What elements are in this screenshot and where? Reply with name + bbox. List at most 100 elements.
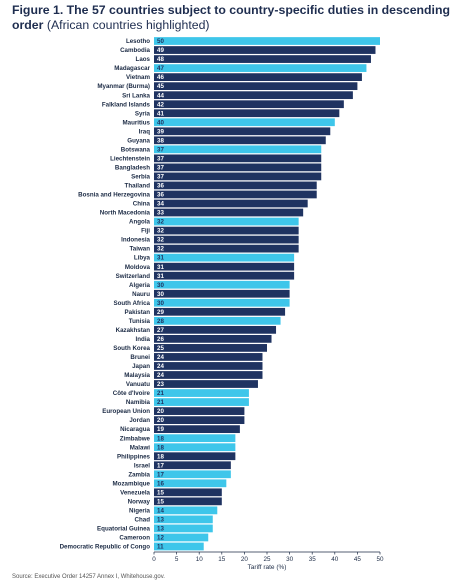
x-ticks-group: 0 5 10 15 20 25 30 35 40 45 50 — [152, 552, 384, 563]
bar-14 — [154, 163, 322, 172]
category-label-1: Cambodia — [120, 47, 150, 54]
bar-37 — [154, 371, 263, 379]
value-label-30: 29 — [157, 309, 164, 316]
value-label-51: 15 — [157, 498, 164, 505]
category-label-9: Mauritius — [122, 119, 150, 126]
value-label-42: 20 — [157, 417, 164, 424]
value-label-7: 42 — [157, 101, 164, 108]
value-label-48: 17 — [157, 471, 164, 478]
category-label-21: Fiji — [141, 228, 150, 235]
bar-12 — [154, 145, 322, 154]
bar-6 — [154, 91, 353, 100]
category-label-55: Cameroon — [119, 535, 150, 542]
category-label-12: Botswana — [121, 146, 151, 153]
source-note: Source: Executive Order 14257 Annex I, W… — [12, 574, 165, 580]
value-label-8: 41 — [157, 110, 164, 117]
chart-title-main: Figure 1. The 57 countries subject to co… — [12, 3, 450, 32]
bar-10 — [154, 127, 331, 136]
value-label-21: 32 — [157, 228, 164, 235]
bar-46 — [154, 452, 236, 461]
value-label-37: 24 — [157, 372, 164, 379]
value-label-35: 24 — [157, 354, 164, 361]
category-label-17: Bosnia and Herzegovina — [78, 192, 150, 199]
category-label-52: Nigeria — [129, 507, 151, 514]
value-label-19: 33 — [157, 210, 164, 217]
value-label-49: 16 — [157, 480, 164, 487]
value-label-16: 36 — [157, 183, 164, 190]
bar-24 — [154, 253, 295, 262]
value-label-12: 37 — [157, 146, 164, 153]
value-label-43: 19 — [157, 426, 164, 433]
value-label-46: 18 — [157, 453, 164, 460]
bar-56 — [154, 542, 204, 551]
bar-18 — [154, 199, 308, 208]
bar-40 — [154, 398, 249, 406]
bar-52 — [154, 506, 218, 515]
bar-2 — [154, 55, 371, 63]
chart-title-subtitle: (African countries highlighted) — [43, 17, 210, 32]
value-label-41: 20 — [157, 408, 164, 415]
value-label-6: 44 — [157, 92, 164, 99]
category-label-42: Jordan — [129, 417, 150, 424]
value-label-40: 21 — [157, 399, 164, 406]
category-label-22: Indonesia — [121, 237, 150, 244]
x-tick-label-7: 35 — [309, 556, 317, 563]
bar-30 — [154, 307, 286, 316]
category-label-53: Chad — [135, 517, 151, 524]
value-label-1: 49 — [157, 47, 164, 54]
value-label-32: 27 — [157, 327, 164, 334]
category-label-41: European Union — [102, 408, 150, 415]
bar-16 — [154, 181, 317, 190]
category-label-50: Venezuela — [120, 489, 150, 496]
value-label-15: 37 — [157, 174, 164, 181]
category-label-43: Nicaragua — [120, 426, 150, 433]
category-label-5: Myanmar (Burma) — [97, 83, 150, 90]
value-label-26: 31 — [157, 273, 164, 280]
category-label-23: Taiwan — [129, 246, 150, 253]
category-label-10: Iraq — [139, 128, 151, 135]
bar-29 — [154, 298, 290, 307]
bar-25 — [154, 262, 295, 271]
value-label-34: 25 — [157, 345, 164, 352]
bar-7 — [154, 100, 344, 109]
category-label-6: Sri Lanka — [122, 92, 150, 99]
value-label-56: 11 — [157, 544, 164, 551]
x-tick-label-2: 10 — [196, 556, 204, 563]
value-label-25: 31 — [157, 264, 164, 271]
category-label-14: Bangladesh — [115, 164, 150, 171]
value-label-14: 37 — [157, 164, 164, 171]
bar-43 — [154, 425, 240, 434]
x-tick-label-0: 0 — [152, 556, 156, 563]
bar-19 — [154, 208, 304, 217]
value-labels-group: 50 49 48 47 46 45 44 42 41 40 39 38 37 37 37 37 36 36 34 33… — [157, 38, 164, 550]
bar-9 — [154, 118, 335, 127]
bar-45 — [154, 443, 236, 452]
value-label-36: 24 — [157, 363, 164, 370]
bar-0 — [154, 37, 380, 45]
category-label-16: Thailand — [125, 183, 151, 190]
value-label-20: 32 — [157, 219, 164, 226]
value-label-54: 13 — [157, 526, 164, 533]
x-tick-label-8: 40 — [331, 556, 339, 563]
value-label-5: 45 — [157, 83, 164, 90]
category-label-44: Zimbabwe — [120, 435, 151, 442]
value-label-52: 14 — [157, 507, 164, 514]
category-label-15: Serbia — [131, 174, 150, 181]
category-label-2: Laos — [136, 56, 151, 63]
value-label-24: 31 — [157, 255, 164, 262]
category-label-48: Zambia — [128, 471, 150, 478]
value-label-28: 30 — [157, 291, 164, 298]
bar-17 — [154, 190, 317, 199]
value-label-38: 23 — [157, 381, 164, 388]
bar-36 — [154, 362, 263, 370]
bar-23 — [154, 244, 299, 253]
value-label-50: 15 — [157, 489, 164, 496]
bar-44 — [154, 434, 236, 443]
x-tick-label-6: 30 — [286, 556, 294, 563]
category-label-30: Pakistan — [125, 309, 151, 316]
bar-53 — [154, 515, 213, 524]
bar-42 — [154, 416, 245, 424]
x-axis-label: Tariff rate (%) — [248, 564, 287, 571]
bar-27 — [154, 280, 290, 289]
